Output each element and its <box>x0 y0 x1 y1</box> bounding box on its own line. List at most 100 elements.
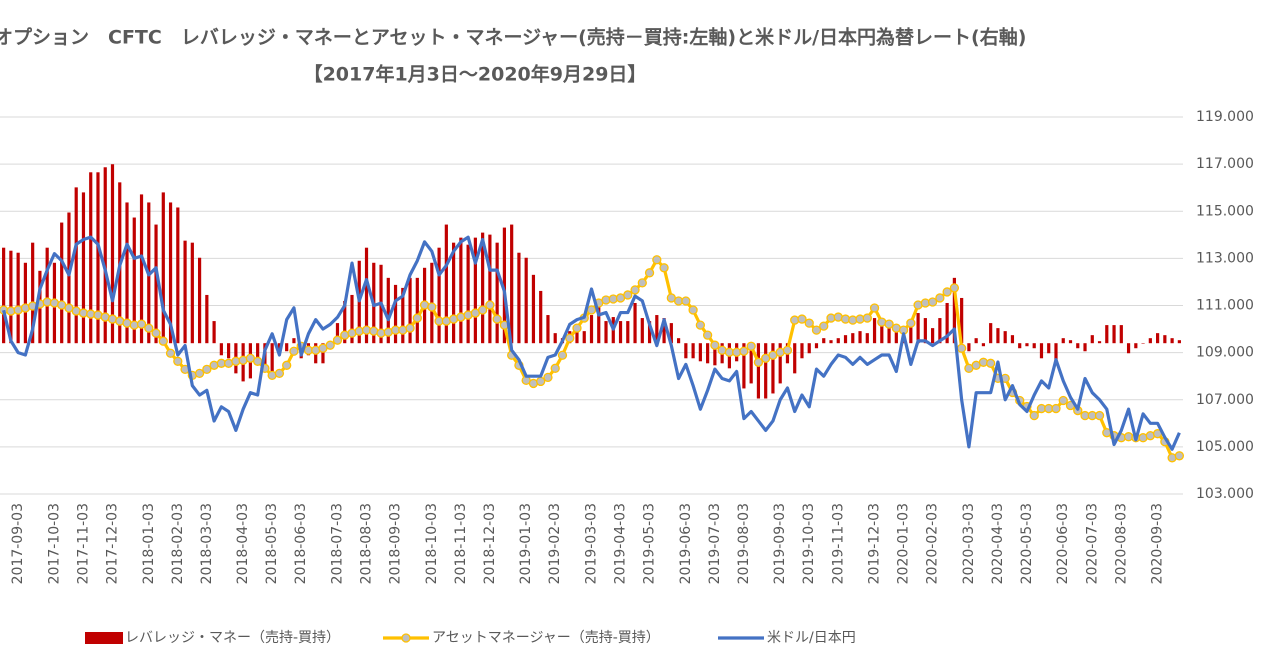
marker <box>862 313 872 323</box>
bar <box>2 247 6 344</box>
marker <box>753 357 764 367</box>
marker <box>405 323 415 333</box>
bar <box>205 294 209 344</box>
x-tick-label: 2018-10-03 <box>424 503 440 584</box>
marker <box>485 300 495 310</box>
bar <box>1039 343 1044 359</box>
marker <box>710 340 720 350</box>
bar <box>822 338 826 344</box>
marker <box>332 335 343 345</box>
bar <box>74 187 78 344</box>
marker <box>586 305 597 315</box>
marker <box>427 302 437 312</box>
bar <box>393 284 398 344</box>
x-tick-label: 2017-09-03 <box>10 503 26 584</box>
bar <box>161 192 165 344</box>
bar <box>154 224 158 344</box>
bar <box>502 227 507 344</box>
marker <box>956 343 967 353</box>
marker <box>986 358 996 368</box>
bar <box>488 234 492 344</box>
chart-title: オプション CFTC レバレッジ・マネーとアセット・マネージャー(売持－買持:左… <box>0 26 1026 49</box>
marker <box>630 285 640 295</box>
marker <box>906 318 916 328</box>
bar <box>604 321 608 344</box>
marker <box>702 330 713 340</box>
x-tick-label: 2020-02-03 <box>925 503 941 584</box>
bar <box>227 343 231 359</box>
bar <box>139 194 144 344</box>
bar <box>1010 335 1015 344</box>
bar <box>292 338 296 344</box>
x-tick-label: 2019-04-03 <box>613 503 629 584</box>
bar <box>756 343 761 399</box>
bar <box>1032 343 1036 349</box>
marker <box>165 348 176 358</box>
x-tick-label: 2018-08-03 <box>359 503 375 584</box>
marker <box>289 346 299 356</box>
bar <box>1112 325 1116 344</box>
bar <box>872 318 877 344</box>
marker <box>695 320 706 330</box>
x-tick-label: 2019-06-03 <box>678 503 694 584</box>
marker <box>274 368 285 379</box>
bar <box>894 331 898 344</box>
marker <box>927 297 938 307</box>
bar <box>401 287 405 344</box>
marker <box>804 318 814 328</box>
bar <box>669 323 673 344</box>
bar <box>510 224 514 344</box>
bar <box>343 300 347 344</box>
bar <box>1076 343 1080 349</box>
bar <box>524 257 528 344</box>
bar <box>676 338 681 344</box>
bar <box>793 343 797 374</box>
bar <box>1177 340 1181 344</box>
x-tick-label: 2019-01-03 <box>518 503 534 584</box>
bar <box>539 290 543 344</box>
marker <box>1174 451 1185 461</box>
bar <box>1018 343 1022 349</box>
legend-label: 米ドル/日本円 <box>767 630 856 646</box>
marker <box>565 333 575 343</box>
marker <box>659 263 669 273</box>
x-tick-label: 2020-06-03 <box>1055 503 1071 584</box>
legend-item: レバレッジ・マネー（売持-買持） <box>85 630 340 646</box>
marker <box>869 303 880 313</box>
bar <box>742 343 746 389</box>
x-tick-label: 2019-11-03 <box>830 503 846 584</box>
bar <box>1083 343 1087 352</box>
marker <box>557 350 568 360</box>
bar <box>836 338 840 344</box>
bar <box>364 247 369 344</box>
bar <box>618 321 623 344</box>
x-tick-label: 2018-06-03 <box>293 503 309 584</box>
x-tick-label: 2019-05-03 <box>642 503 658 584</box>
bar <box>1134 343 1138 349</box>
bar <box>459 237 463 344</box>
marker <box>252 356 263 366</box>
marker <box>136 319 147 329</box>
x-tick-label: 2020-07-03 <box>1084 503 1100 584</box>
bar <box>452 242 456 344</box>
bar <box>1003 331 1007 344</box>
marker <box>637 278 647 288</box>
marker <box>1029 410 1039 421</box>
bar <box>103 167 107 344</box>
bar <box>582 331 586 344</box>
bar <box>517 252 521 344</box>
bar <box>1119 325 1123 344</box>
bar <box>473 237 477 344</box>
bar <box>626 321 630 344</box>
bar <box>967 343 971 352</box>
bar <box>771 343 775 394</box>
marker <box>949 283 960 293</box>
x-tick-label: 2018-07-03 <box>329 503 345 584</box>
marker <box>492 314 502 324</box>
bar <box>168 202 173 344</box>
marker <box>1058 395 1068 406</box>
x-tick-label: 2018-01-03 <box>141 503 157 584</box>
marker <box>1051 403 1061 414</box>
bar <box>858 331 862 344</box>
bar <box>89 172 93 344</box>
